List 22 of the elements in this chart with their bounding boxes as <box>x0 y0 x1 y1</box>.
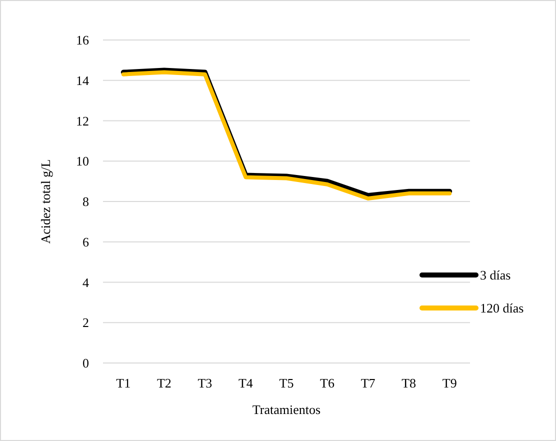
y-tick-label: 6 <box>82 234 90 250</box>
x-tick-label: T1 <box>116 376 131 391</box>
x-tick-label: T5 <box>279 376 294 391</box>
x-tick-label: T3 <box>198 376 212 391</box>
x-tick-label: T7 <box>360 376 376 391</box>
y-tick-label: 8 <box>82 194 89 210</box>
x-axis-title: Tratamientos <box>252 402 321 417</box>
y-tick-label: 14 <box>76 72 90 88</box>
x-tick-label: T4 <box>238 376 254 391</box>
x-tick-label: T2 <box>156 376 172 391</box>
x-tick-label: T6 <box>320 376 335 391</box>
y-axis-title: Acidez total g/L <box>38 159 53 244</box>
y-tick-label: 16 <box>76 32 90 48</box>
x-tick-label: T8 <box>402 376 416 391</box>
y-tick-label: 10 <box>76 154 89 169</box>
legend-label: 3 días <box>480 268 511 283</box>
legend-label: 120 días <box>480 300 524 316</box>
y-tick-label: 2 <box>82 315 89 330</box>
x-tick-label: T9 <box>442 376 457 391</box>
y-tick-label: 4 <box>82 274 90 290</box>
y-tick-label: 12 <box>76 113 89 128</box>
y-tick-label: 0 <box>82 356 89 371</box>
